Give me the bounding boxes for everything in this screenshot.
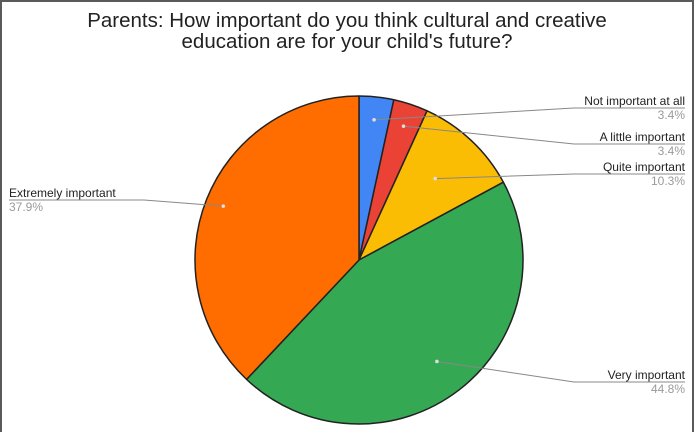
slice-label-quite-important: Quite important <box>603 160 686 174</box>
slice-label-extremely-important: Extremely important <box>9 186 116 200</box>
leader-dot-a-little-important <box>401 124 406 128</box>
chart-title: Parents: How important do you think cult… <box>2 10 692 52</box>
leader-line-a-little-important <box>403 125 685 145</box>
chart-title-line-1: Parents: How important do you think cult… <box>87 9 607 32</box>
slice-label-very-important: Very important <box>608 368 686 382</box>
slice-label-not-important-at-all: Not important at all <box>584 94 685 108</box>
slice-percent-not-important-at-all: 3.4% <box>658 108 686 122</box>
slice-percent-extremely-important: 37.9% <box>9 200 43 214</box>
leader-dot-quite-important <box>433 176 438 181</box>
slice-percent-quite-important: 10.3% <box>651 174 685 188</box>
leader-line-not-important-at-all <box>374 107 685 121</box>
leader-line-very-important <box>436 360 685 383</box>
leader-dot-very-important <box>435 359 439 364</box>
slice-percent-very-important: 44.8% <box>651 382 685 396</box>
leader-line-quite-important <box>435 173 685 180</box>
pie-slice-extremely-important[interactable] <box>194 95 360 381</box>
leader-dot-extremely-important <box>221 204 226 208</box>
leader-dot-not-important-at-all <box>372 117 376 122</box>
pie-slice-quite-important[interactable] <box>358 110 505 261</box>
leader-line-extremely-important <box>9 199 224 207</box>
slice-percent-a-little-important: 3.4% <box>658 144 686 158</box>
chart-title-line-2: education are for your child's future? <box>181 30 513 53</box>
slice-label-a-little-important: A little important <box>600 130 686 144</box>
